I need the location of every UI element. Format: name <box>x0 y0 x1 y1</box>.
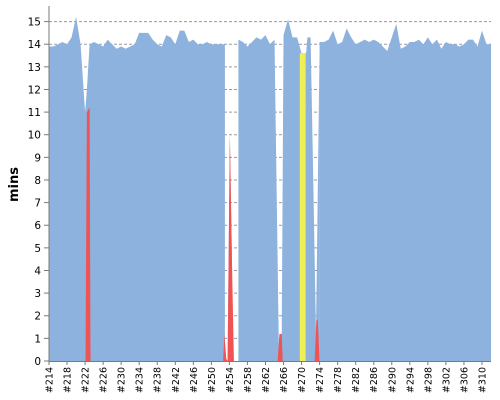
success-area <box>49 17 225 362</box>
x-tick-label: #234 <box>135 367 146 393</box>
x-tick-label: #218 <box>63 367 74 393</box>
y-tick-label: 10 <box>28 130 41 142</box>
x-tick-label: #298 <box>423 367 434 393</box>
failed-area <box>277 333 283 361</box>
y-tick-label: 9 <box>34 152 41 164</box>
y-tick-label: 6 <box>34 220 41 232</box>
x-tick-label: #226 <box>99 367 110 393</box>
y-tick-label: 15 <box>28 17 41 29</box>
x-tick-label: #222 <box>81 367 92 393</box>
x-tick-label: #274 <box>315 367 326 393</box>
x-tick-label: #230 <box>117 367 128 393</box>
y-tick-label: 0 <box>34 356 41 368</box>
y-tick-label: 11 <box>28 107 41 119</box>
y-tick-label: 8 <box>34 175 41 187</box>
unstable-area <box>299 53 306 361</box>
y-tick-label: 12 <box>28 84 41 96</box>
x-tick-label: #242 <box>171 367 182 393</box>
x-tick-label: #250 <box>207 367 218 393</box>
failed-area <box>223 333 228 361</box>
failed-area <box>85 107 91 361</box>
x-tick-label: #302 <box>441 367 452 393</box>
y-tick-label: 13 <box>28 62 41 74</box>
x-tick-label: #278 <box>333 367 344 393</box>
axis-layer <box>48 6 491 362</box>
x-tick-label: #310 <box>477 367 488 393</box>
x-tick-label: #214 <box>45 367 56 393</box>
x-tick-label: #262 <box>261 367 272 393</box>
failed-area <box>314 320 320 361</box>
x-tick-label: #238 <box>153 367 164 393</box>
y-tick-label: 5 <box>34 243 41 255</box>
x-tick-label: #266 <box>279 367 290 393</box>
y-tick-label: 4 <box>34 265 41 277</box>
failed-area <box>227 134 234 361</box>
x-tick-label: #254 <box>225 367 236 393</box>
y-tick-label: 1 <box>34 333 41 345</box>
x-tick-labels: #214 #218 #222 #226 #230 #234 #238 #242 #246 #250… <box>45 361 488 393</box>
x-tick-label: #270 <box>297 367 308 393</box>
y-tick-label: 7 <box>34 198 41 210</box>
y-axis-label: mins <box>7 167 22 202</box>
y-tick-label: 2 <box>34 311 41 323</box>
area-layer <box>49 17 491 362</box>
x-tick-label: #290 <box>387 367 398 393</box>
x-tick-label: #286 <box>369 367 380 393</box>
y-tick-label: 3 <box>34 288 41 300</box>
y-tick-label: 14 <box>28 39 42 51</box>
success-area <box>319 23 491 362</box>
x-tick-label: #258 <box>243 367 254 393</box>
x-tick-label: #294 <box>405 367 416 393</box>
success-area <box>238 19 320 362</box>
x-tick-label: #246 <box>189 367 200 393</box>
x-tick-label: #306 <box>459 367 470 393</box>
x-tick-label: #282 <box>351 367 362 393</box>
